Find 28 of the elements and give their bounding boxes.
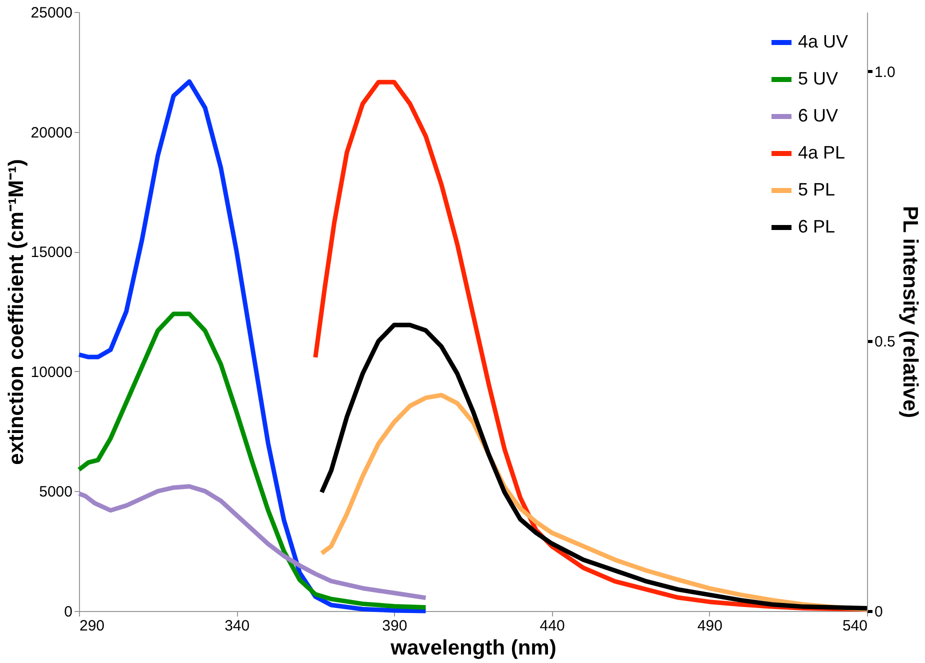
y2-axis-title: PL intensity (relative) — [898, 206, 922, 418]
x-tick-label: 340 — [224, 618, 250, 634]
line-series — [76, 484, 428, 600]
legend-label: 4a UV — [798, 32, 848, 52]
x-tick-label: 290 — [80, 618, 105, 634]
y-tick-label: 5000 — [39, 484, 72, 501]
x-tick-label: 390 — [382, 618, 408, 634]
y2-tick-label: 0.5 — [874, 334, 896, 351]
y-axis-title: extinction coefficient (cm⁻¹M⁻¹) — [4, 159, 28, 465]
line-series — [319, 322, 870, 611]
legend-label: 4a PL — [798, 142, 846, 162]
legend-label: 6 PL — [798, 216, 836, 236]
y-tick-label: 20000 — [30, 124, 72, 142]
x-tick-label: 540 — [842, 618, 868, 634]
legend-label: 6 UV — [798, 106, 838, 126]
x-tick-label: 490 — [697, 618, 722, 634]
x-tick-label: 440 — [540, 618, 565, 634]
y-tick-label: 0 — [64, 604, 72, 620]
y-tick-label: 25000 — [30, 4, 72, 22]
y2-tick-label: 1.0 — [874, 64, 896, 81]
y2-tick-label: 0 — [874, 604, 883, 620]
line-series — [76, 312, 428, 610]
legend-label: 5 UV — [798, 68, 838, 88]
y-tick-label: 15000 — [30, 244, 72, 262]
x-axis-title: wavelength (nm) — [390, 636, 556, 660]
legend-label: 5 PL — [798, 180, 836, 200]
y-tick-label: 10000 — [30, 364, 72, 381]
line-series — [76, 79, 428, 614]
